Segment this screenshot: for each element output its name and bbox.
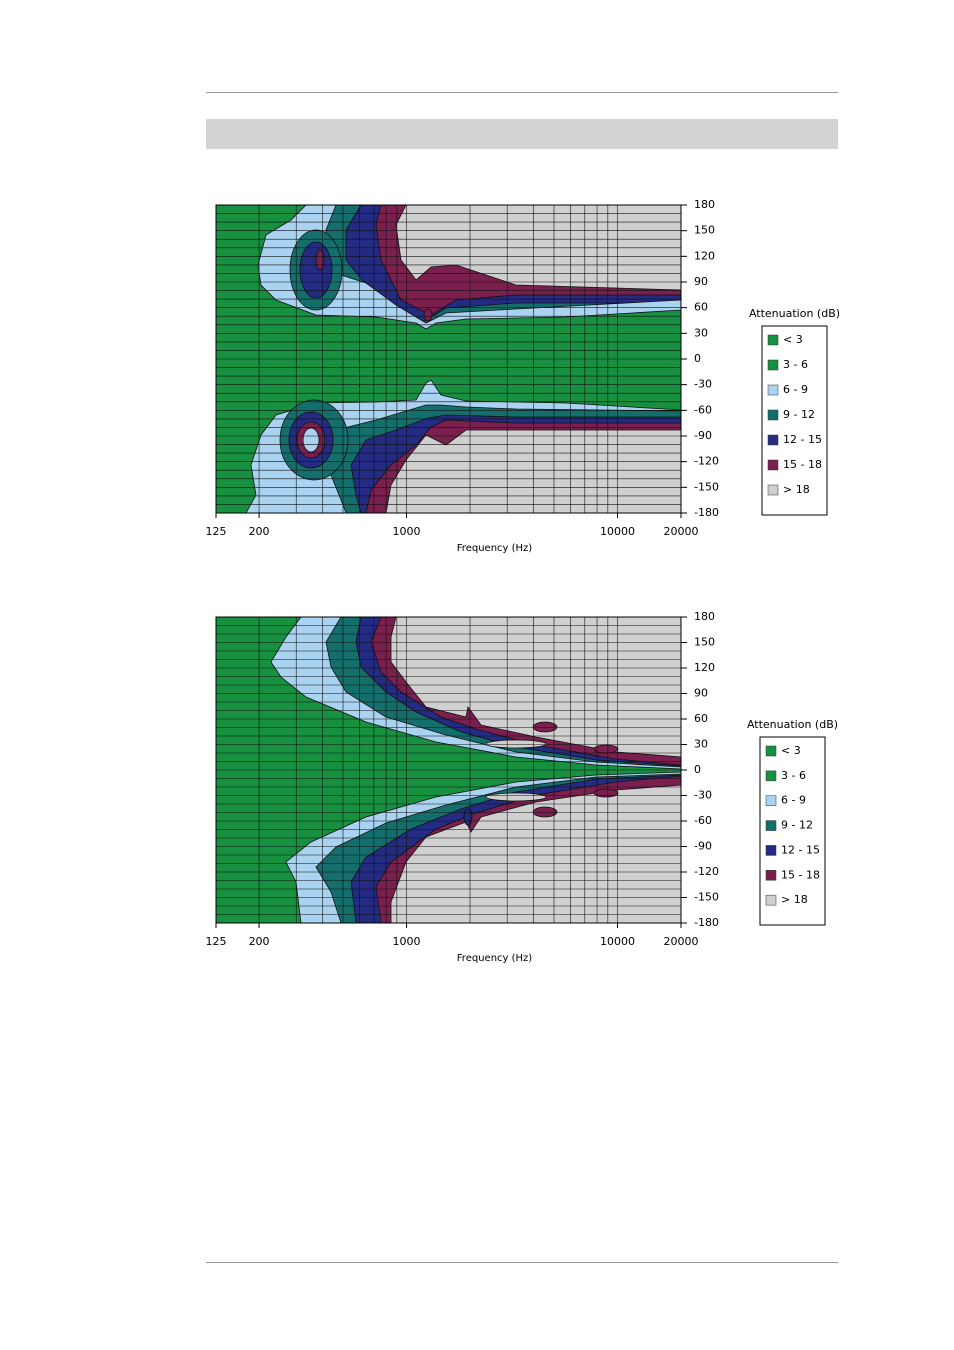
y-tick-label: -180 xyxy=(694,916,719,929)
legend-box xyxy=(759,736,826,926)
contour-island xyxy=(485,739,547,749)
y-tick-label: -30 xyxy=(694,378,712,391)
y-tick-label: 60 xyxy=(694,301,708,314)
legend-label: 9 - 12 xyxy=(781,819,813,832)
x-tick-label: 200 xyxy=(249,525,270,538)
contour-island xyxy=(532,721,558,733)
legend-label: < 3 xyxy=(781,744,801,757)
y-tick-label: 90 xyxy=(694,275,708,288)
y-tick-label: 120 xyxy=(694,249,715,262)
legend-swatch xyxy=(765,770,777,782)
x-axis-title: Frequency (Hz) xyxy=(457,543,533,554)
y-tick-label: 0 xyxy=(694,352,701,365)
y-tick-label: 120 xyxy=(694,661,715,674)
legend-swatch xyxy=(767,359,779,371)
legend-swatch xyxy=(767,409,779,421)
y-tick-label: 180 xyxy=(694,610,715,623)
contour-island xyxy=(593,744,619,754)
x-tick-label: 10000 xyxy=(600,935,635,948)
footer-rule xyxy=(206,1262,838,1263)
y-tick-label: -90 xyxy=(694,429,712,442)
legend-label: 3 - 6 xyxy=(783,358,808,371)
y-tick-label: 30 xyxy=(694,738,708,751)
legend-label: 12 - 15 xyxy=(783,433,822,446)
legend-swatch xyxy=(765,894,777,906)
x-tick-label: 200 xyxy=(249,935,270,948)
legend-swatch xyxy=(767,334,779,346)
y-tick-label: -150 xyxy=(694,891,719,904)
legend-swatch xyxy=(767,459,779,471)
y-tick-label: -90 xyxy=(694,840,712,853)
legend-label: 12 - 15 xyxy=(781,843,820,856)
x-tick-label: 1000 xyxy=(393,935,421,948)
legend-label: 6 - 9 xyxy=(781,794,806,807)
legend-box xyxy=(761,325,828,516)
legend-swatch xyxy=(767,434,779,446)
y-tick-label: -180 xyxy=(694,506,719,519)
contour-island xyxy=(485,792,547,802)
y-tick-label: 180 xyxy=(694,198,715,211)
x-tick-label: 20000 xyxy=(664,525,699,538)
x-tick-label: 1000 xyxy=(393,525,421,538)
x-tick-label: 20000 xyxy=(664,935,699,948)
plot-frame xyxy=(215,616,682,924)
x-axis-title: Frequency (Hz) xyxy=(457,953,533,964)
x-tick-label: 10000 xyxy=(600,525,635,538)
y-tick-label: -60 xyxy=(694,814,712,827)
contour-island xyxy=(463,808,473,826)
legend-label: 6 - 9 xyxy=(783,383,808,396)
legend-label: 15 - 18 xyxy=(783,458,822,471)
y-tick-label: -150 xyxy=(694,480,719,493)
header-rule xyxy=(206,92,838,93)
y-tick-label: 0 xyxy=(694,763,701,776)
legend-swatch xyxy=(765,795,777,806)
x-tick-label: 125 xyxy=(206,525,227,538)
y-tick-label: -60 xyxy=(694,403,712,416)
y-tick-label: 60 xyxy=(694,712,708,725)
y-tick-label: -120 xyxy=(694,865,719,878)
contour-island xyxy=(302,427,320,453)
contour-island xyxy=(532,806,558,818)
contour-island xyxy=(423,308,433,322)
plot-frame xyxy=(215,204,682,514)
legend-swatch xyxy=(765,845,777,856)
legend-label: > 18 xyxy=(783,483,810,496)
legend-title: Attenuation (dB) xyxy=(747,718,838,731)
contour-island xyxy=(299,241,333,299)
y-tick-label: 150 xyxy=(694,224,715,237)
legend-swatch xyxy=(765,820,777,831)
legend-swatch xyxy=(767,484,779,496)
y-tick-label: -30 xyxy=(694,789,712,802)
legend-label: < 3 xyxy=(783,333,803,346)
legend-swatch xyxy=(767,384,779,396)
x-tick-label: 125 xyxy=(206,935,227,948)
legend-label: 3 - 6 xyxy=(781,769,806,782)
y-tick-label: 150 xyxy=(694,636,715,649)
y-tick-label: 90 xyxy=(694,687,708,700)
header-band xyxy=(206,119,838,149)
legend-label: 9 - 12 xyxy=(783,408,815,421)
legend-label: 15 - 18 xyxy=(781,868,820,881)
y-tick-label: -120 xyxy=(694,455,719,468)
legend-label: > 18 xyxy=(781,893,808,906)
legend-swatch xyxy=(765,745,777,757)
contour-island xyxy=(593,788,619,798)
legend-title: Attenuation (dB) xyxy=(749,307,840,320)
y-tick-label: 30 xyxy=(694,326,708,339)
legend-swatch xyxy=(765,870,777,881)
